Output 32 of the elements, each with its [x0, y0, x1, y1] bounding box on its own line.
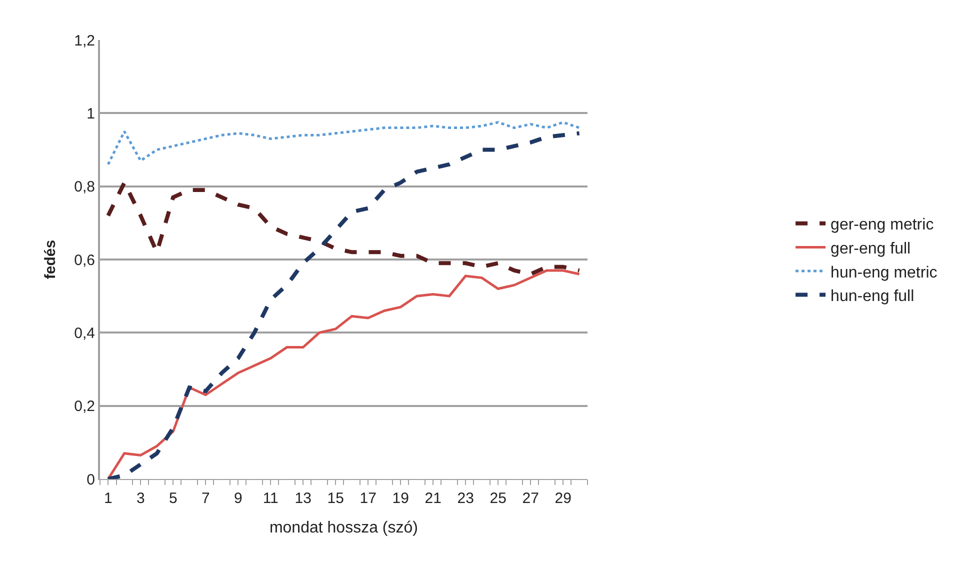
x-tick-label: 1: [104, 490, 112, 507]
legend-label: ger-eng metric: [830, 216, 934, 234]
x-tick-label: 7: [201, 490, 210, 507]
x-tick-label: 13: [294, 490, 312, 507]
legend-label: ger-eng full: [830, 240, 911, 258]
x-tick-label: 15: [327, 490, 344, 507]
y-tick-label: 0,4: [74, 324, 95, 342]
y-tick-label: 0,6: [74, 252, 95, 269]
line-series: [106, 180, 582, 276]
line-series: [106, 131, 582, 479]
x-tick-label: 25: [490, 490, 506, 507]
x-tick-label: 17: [360, 490, 376, 507]
x-tick-label: 9: [234, 490, 242, 507]
x-tick-label: 27: [522, 490, 539, 507]
x-tick-label: 21: [424, 490, 442, 507]
line-series: [106, 269, 581, 479]
x-tick-label: 5: [168, 490, 178, 507]
legend-label: hun-eng full: [830, 288, 914, 306]
y-axis-title: fedés: [42, 240, 59, 280]
y-tick-label: 0,8: [74, 178, 95, 196]
x-tick-label: 23: [457, 490, 474, 507]
x-tick-label: 11: [262, 490, 278, 507]
x-tick-label: 29: [554, 490, 572, 507]
y-tick-label: 0: [86, 471, 95, 488]
y-tick-label: 1,2: [74, 32, 95, 50]
line-series: [106, 121, 581, 166]
x-tick-label: 19: [392, 490, 409, 507]
y-tick-label: 0,2: [74, 398, 95, 416]
x-axis-title: mondat hossza (szó): [269, 520, 418, 537]
x-tick-label: 3: [136, 490, 145, 507]
legend-label: hun-eng metric: [830, 264, 938, 282]
y-tick-label: 1: [86, 105, 95, 122]
